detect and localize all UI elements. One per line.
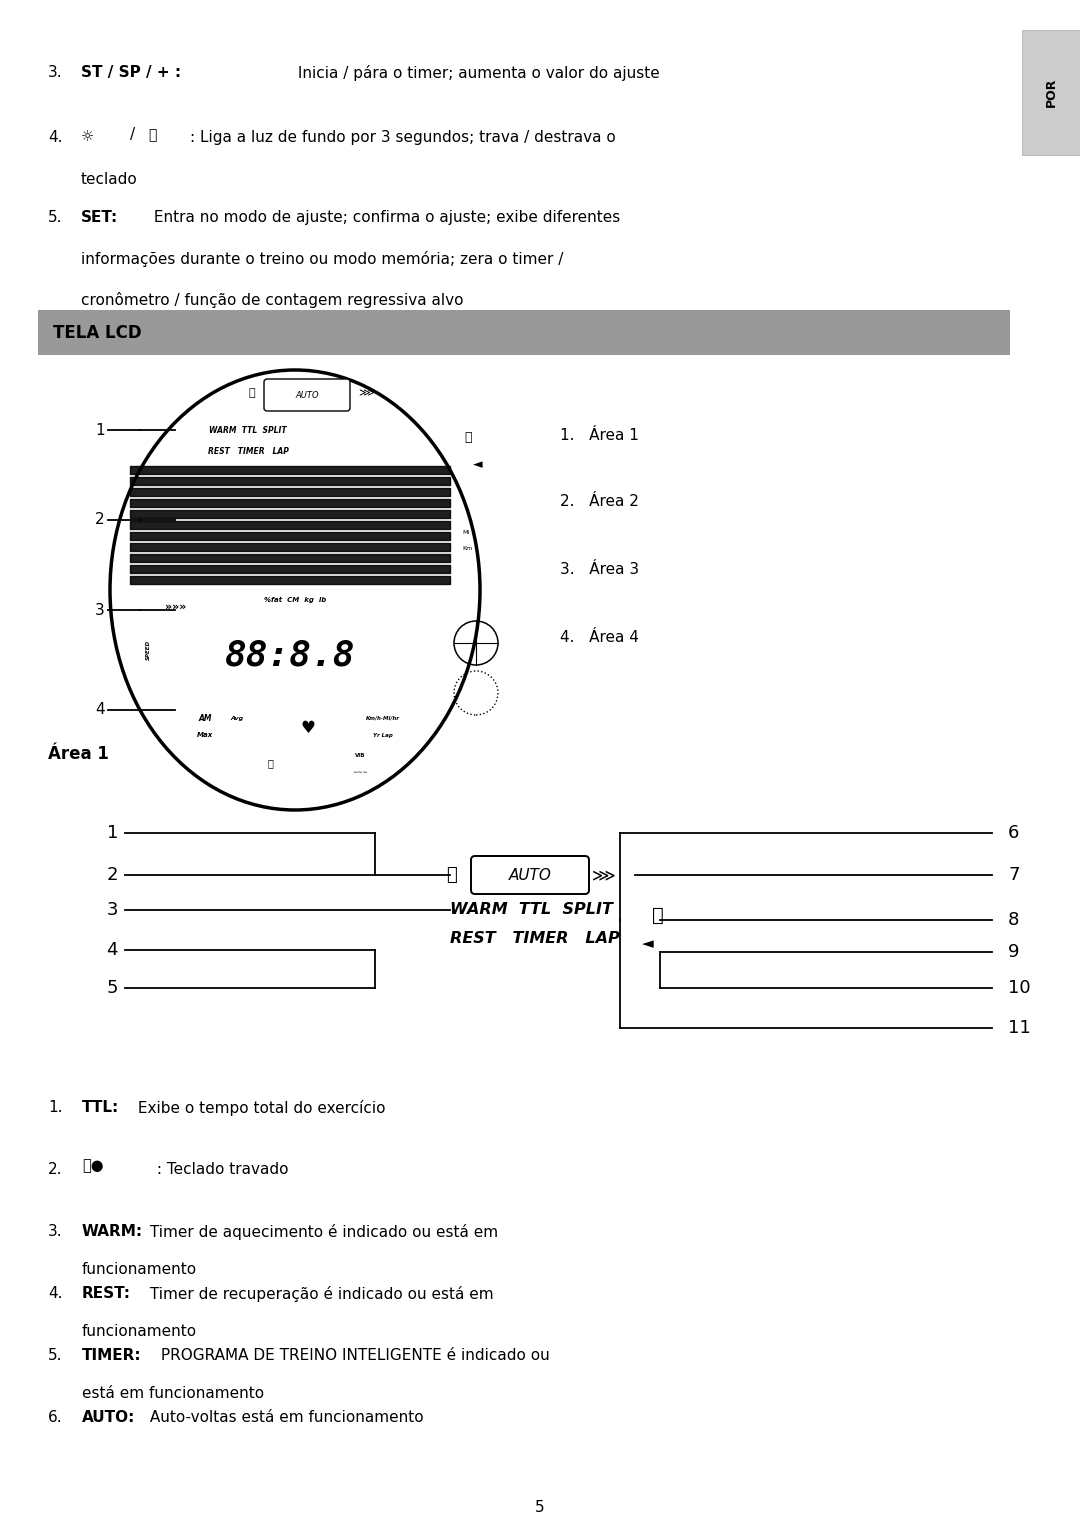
FancyBboxPatch shape	[264, 378, 350, 411]
Text: : Liga a luz de fundo por 3 segundos; trava / destrava o: : Liga a luz de fundo por 3 segundos; tr…	[190, 130, 616, 146]
Text: 🔑: 🔑	[248, 388, 255, 398]
Text: Inicia / pára o timer; aumenta o valor do ajuste: Inicia / pára o timer; aumenta o valor d…	[293, 64, 660, 81]
Text: ⏱: ⏱	[652, 905, 664, 924]
Text: 2.   Área 2: 2. Área 2	[561, 495, 639, 510]
Text: ⋙: ⋙	[357, 388, 374, 398]
Text: Timer de recuperação é indicado ou está em: Timer de recuperação é indicado ou está …	[145, 1285, 494, 1302]
Text: %fat  CM  kg  lb: %fat CM kg lb	[264, 597, 326, 604]
Text: 5.: 5.	[48, 210, 63, 225]
Text: 5: 5	[536, 1500, 544, 1515]
Text: 4: 4	[95, 703, 105, 717]
Text: 3.: 3.	[48, 1224, 63, 1239]
Text: 3: 3	[107, 901, 118, 919]
Text: 11: 11	[1008, 1019, 1030, 1037]
Text: 6: 6	[1008, 824, 1020, 843]
Text: AUTO: AUTO	[295, 391, 319, 400]
Text: cronômetro / função de contagem regressiva alvo: cronômetro / função de contagem regressi…	[81, 293, 463, 308]
Text: Timer de aquecimento é indicado ou está em: Timer de aquecimento é indicado ou está …	[145, 1224, 498, 1239]
Text: 1.   Área 1: 1. Área 1	[561, 427, 639, 443]
Text: 3.   Área 3: 3. Área 3	[561, 562, 639, 578]
Text: ∼∼∼: ∼∼∼	[352, 771, 368, 775]
Text: WARM  TTL  SPLIT: WARM TTL SPLIT	[450, 902, 612, 918]
Text: WARM:: WARM:	[82, 1224, 144, 1239]
Text: 🔑●: 🔑●	[82, 1158, 104, 1174]
Text: 10: 10	[1008, 979, 1030, 997]
Text: TIMER:: TIMER:	[82, 1348, 141, 1363]
Text: REST   TIMER   LAP: REST TIMER LAP	[207, 447, 288, 457]
Text: 4: 4	[107, 941, 118, 959]
Text: WARM  TTL  SPLIT: WARM TTL SPLIT	[210, 426, 287, 435]
Text: 1.: 1.	[48, 1100, 63, 1115]
Text: está em funcionamento: está em funcionamento	[82, 1386, 265, 1400]
Text: ⋙: ⋙	[592, 866, 616, 884]
Text: Entra no modo de ajuste; confirma o ajuste; exibe diferentes: Entra no modo de ajuste; confirma o ajus…	[149, 210, 620, 225]
Text: informações durante o treino ou modo memória; zera o timer /: informações durante o treino ou modo mem…	[81, 251, 564, 267]
FancyBboxPatch shape	[1022, 31, 1080, 155]
Text: teclado: teclado	[81, 172, 138, 187]
Text: 1: 1	[95, 423, 105, 438]
Text: Mi: Mi	[462, 530, 469, 535]
Text: AUTO: AUTO	[509, 867, 552, 882]
Text: : Teclado travado: : Teclado travado	[152, 1161, 288, 1177]
Text: 1: 1	[107, 824, 118, 843]
Text: AM: AM	[199, 714, 212, 723]
Text: funcionamento: funcionamento	[82, 1262, 198, 1278]
Text: Yr Lap: Yr Lap	[373, 732, 393, 737]
Text: Exibe o tempo total do exercício: Exibe o tempo total do exercício	[133, 1100, 386, 1115]
Text: Max: Max	[197, 732, 213, 738]
Text: TTL:: TTL:	[82, 1100, 119, 1115]
Text: PROGRAMA DE TREINO INTELIGENTE é indicado ou: PROGRAMA DE TREINO INTELIGENTE é indicad…	[156, 1348, 550, 1363]
Text: TELA LCD: TELA LCD	[53, 323, 141, 342]
Text: 🔔: 🔔	[267, 758, 273, 768]
Text: SET:: SET:	[81, 210, 118, 225]
Text: ◄: ◄	[473, 458, 483, 472]
Text: 9: 9	[1008, 944, 1020, 961]
Text: VIB: VIB	[354, 752, 365, 757]
Text: ♥: ♥	[300, 719, 315, 737]
Text: 3: 3	[95, 602, 105, 617]
Text: 4.: 4.	[48, 130, 63, 146]
Text: 4.   Área 4: 4. Área 4	[561, 630, 639, 645]
Text: ◄: ◄	[643, 936, 653, 951]
Text: 7: 7	[1008, 866, 1020, 884]
Text: 🔑: 🔑	[447, 866, 457, 884]
Text: 8: 8	[1008, 912, 1020, 928]
Text: /: /	[130, 127, 135, 142]
Text: 6.: 6.	[48, 1409, 63, 1425]
Text: 5: 5	[107, 979, 118, 997]
Text: POR: POR	[1044, 78, 1057, 107]
Text: ⏱: ⏱	[464, 430, 472, 443]
FancyBboxPatch shape	[38, 309, 1010, 355]
Text: »»»: »»»	[165, 602, 187, 611]
FancyBboxPatch shape	[471, 856, 589, 895]
Text: 3.: 3.	[48, 64, 63, 80]
Text: 2: 2	[95, 513, 105, 527]
Text: REST   TIMER   LAP: REST TIMER LAP	[450, 930, 620, 945]
Text: 88:8.8: 88:8.8	[225, 637, 355, 673]
Ellipse shape	[110, 371, 480, 810]
Text: Km/h·Mi/hr: Km/h·Mi/hr	[366, 715, 400, 720]
Text: 2: 2	[107, 866, 118, 884]
Text: Área 1: Área 1	[48, 745, 109, 763]
Text: SPEED: SPEED	[146, 640, 150, 660]
Text: Avg: Avg	[230, 715, 243, 720]
Text: funcionamento: funcionamento	[82, 1324, 198, 1339]
Text: 2.: 2.	[48, 1161, 63, 1177]
Text: 🔒: 🔒	[148, 129, 157, 142]
Text: REST:: REST:	[82, 1285, 131, 1301]
Text: ST / SP / + :: ST / SP / + :	[81, 64, 181, 80]
Text: Auto-voltas está em funcionamento: Auto-voltas está em funcionamento	[145, 1409, 423, 1425]
Text: Km: Km	[462, 545, 472, 550]
Text: AUTO:: AUTO:	[82, 1409, 135, 1425]
Text: 5.: 5.	[48, 1348, 63, 1363]
Text: 4.: 4.	[48, 1285, 63, 1301]
Text: ☼: ☼	[81, 130, 94, 146]
